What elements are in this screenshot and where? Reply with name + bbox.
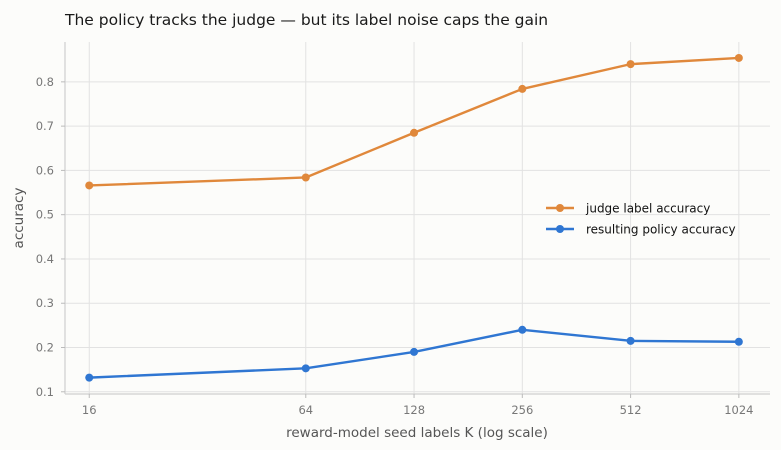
data-point-judge-label-accuracy [301, 173, 310, 182]
y-tick-label: 0.4 [36, 252, 54, 266]
series-line-judge-label-accuracy [89, 56, 739, 187]
legend-label: resulting policy accuracy [586, 223, 736, 237]
y-axis-ticks: 0.1 0.2 0.3 0.4 0.5 0.6 0.7 0.8 [36, 75, 65, 399]
legend-swatch-marker [556, 204, 564, 212]
y-tick-label: 0.7 [36, 119, 54, 133]
data-point-judge-label-accuracy [518, 84, 527, 93]
series-resulting-policy-accuracy [85, 325, 743, 382]
x-axis-label: reward-model seed labels K (log scale) [286, 425, 548, 441]
data-point-resulting-policy-accuracy [734, 337, 743, 346]
x-tick-label: 512 [620, 403, 642, 417]
data-point-resulting-policy-accuracy [626, 336, 635, 345]
legend-swatch-marker [556, 225, 564, 233]
series-line-resulting-policy-accuracy [89, 328, 739, 379]
x-tick-label: 1024 [724, 403, 753, 417]
y-tick-label: 0.8 [36, 75, 54, 89]
y-tick-label: 0.5 [36, 208, 54, 222]
y-tick-label: 0.3 [36, 296, 54, 310]
data-point-resulting-policy-accuracy [410, 347, 419, 356]
grid [65, 42, 770, 394]
x-tick-label: 128 [403, 403, 425, 417]
y-axis-label: accuracy [11, 188, 27, 249]
series-group [85, 53, 743, 382]
data-point-judge-label-accuracy [410, 128, 419, 137]
data-point-judge-label-accuracy [734, 53, 743, 62]
data-point-resulting-policy-accuracy [85, 373, 94, 382]
x-axis-ticks: 16 64 128 256 512 1024 [82, 394, 753, 417]
legend: judge label accuracy resulting policy acc… [546, 202, 736, 237]
chart-title: The policy tracks the judge — but its la… [64, 11, 548, 29]
legend-label: judge label accuracy [585, 202, 710, 216]
legend-item-judge-label-accuracy: judge label accuracy [546, 202, 710, 216]
x-tick-label: 64 [298, 403, 313, 417]
axes [64, 42, 770, 395]
y-tick-label: 0.6 [36, 163, 54, 177]
x-tick-label: 16 [82, 403, 97, 417]
legend-item-resulting-policy-accuracy: resulting policy accuracy [546, 223, 736, 237]
series-judge-label-accuracy [85, 53, 743, 190]
y-tick-label: 0.2 [36, 341, 54, 355]
data-point-judge-label-accuracy [626, 60, 635, 69]
data-point-judge-label-accuracy [85, 181, 94, 190]
data-point-resulting-policy-accuracy [518, 325, 527, 334]
data-point-resulting-policy-accuracy [301, 364, 310, 373]
y-tick-label: 0.1 [36, 385, 54, 399]
x-tick-label: 256 [511, 403, 533, 417]
